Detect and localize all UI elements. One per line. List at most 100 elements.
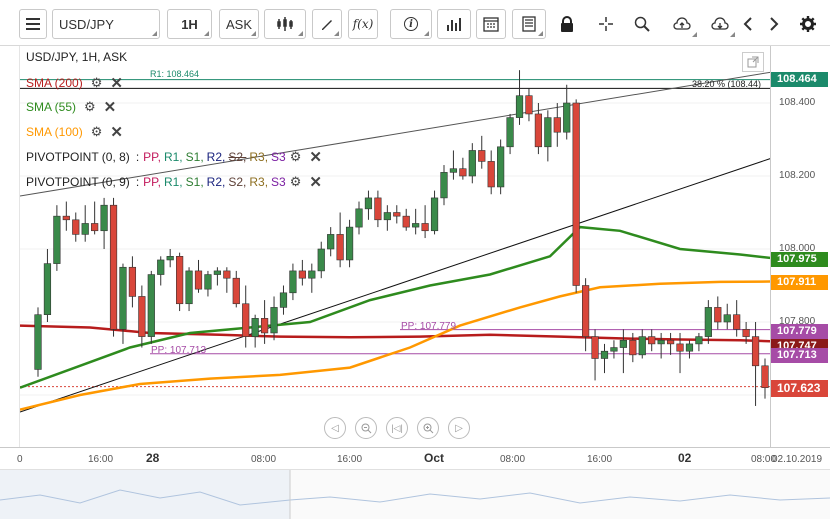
r1-annotation: R1: 108.464 xyxy=(150,69,200,79)
gear-icon[interactable]: ⚙ xyxy=(289,149,302,164)
sma55-label[interactable]: SMA (55) xyxy=(26,100,77,114)
r1-level: R1, xyxy=(163,175,183,189)
candle-body xyxy=(619,339,627,348)
candle-body xyxy=(147,274,155,337)
gear-icon[interactable]: ⚙ xyxy=(289,174,302,189)
dropdown-corner-icon xyxy=(424,31,429,36)
candle-body xyxy=(534,113,543,148)
time-tick: 08:00 xyxy=(500,454,526,465)
zoom-out-button[interactable] xyxy=(355,417,377,439)
candle-body xyxy=(695,336,703,345)
cloud-download-icon xyxy=(711,17,729,30)
dropdown-corner-icon xyxy=(251,31,256,36)
volume-button[interactable] xyxy=(437,9,471,39)
r2-level: R2, xyxy=(206,150,226,164)
candle-body xyxy=(610,347,618,352)
candle-body xyxy=(487,161,495,188)
gear-icon[interactable]: ⚙ xyxy=(84,99,96,114)
pp2-price-label: 107.713 xyxy=(771,348,828,363)
legend-pivot2: PIVOTPOINT (0, 9) : PP, R1, S1, R2, S2, … xyxy=(26,173,322,191)
chart-type-button[interactable] xyxy=(264,9,306,39)
close-icon[interactable]: ✕ xyxy=(103,99,117,116)
time-tick: 0 xyxy=(17,454,23,465)
candle-body xyxy=(591,336,599,359)
candle-body xyxy=(157,259,165,275)
candle-body xyxy=(91,223,99,232)
candle-body xyxy=(582,285,590,337)
timeframe-select[interactable]: 1H xyxy=(167,9,212,39)
candle-body xyxy=(553,117,561,133)
candle-body xyxy=(629,339,637,356)
time-tick: 08:00 xyxy=(251,454,277,465)
time-axis[interactable]: 0 16:00 28 08:00 16:00 Oct 08:00 16:00 0… xyxy=(0,447,830,469)
candle-body xyxy=(459,168,467,177)
close-icon[interactable]: ✕ xyxy=(309,149,322,166)
candle-body xyxy=(260,318,269,334)
pivot2-label[interactable]: PIVOTPOINT (0, 9) xyxy=(26,175,130,189)
menu-button[interactable] xyxy=(19,9,47,39)
sma100-label[interactable]: SMA (100) xyxy=(26,125,83,139)
candle-body xyxy=(393,212,401,217)
candle-body xyxy=(194,270,203,290)
candle-body xyxy=(100,204,108,232)
candle-body xyxy=(412,223,420,228)
navigator-chart xyxy=(0,470,830,519)
candle-body xyxy=(223,270,231,279)
legend-sma55: SMA (55) ⚙ ✕ xyxy=(26,98,116,116)
pan-right-button[interactable]: ▷ xyxy=(448,417,470,439)
pan-left-button[interactable]: ◁ xyxy=(324,417,346,439)
legend-sma200: SMA (200) ⚙ ✕ xyxy=(26,74,123,92)
symbol-select[interactable]: USD/JPY xyxy=(52,9,160,39)
gear-icon[interactable]: ⚙ xyxy=(90,124,103,139)
candle-body xyxy=(62,215,70,221)
lock-button[interactable] xyxy=(553,9,581,39)
indicators-button[interactable]: f(x) xyxy=(348,9,378,39)
scroll-right-button[interactable] xyxy=(764,9,784,39)
upload-button[interactable] xyxy=(665,9,699,39)
candle-body xyxy=(685,343,694,352)
settings-button[interactable] xyxy=(796,9,820,39)
drawing-tools-button[interactable] xyxy=(312,9,342,39)
close-icon[interactable]: ✕ xyxy=(110,75,123,92)
info-button[interactable]: i xyxy=(390,9,432,39)
candle-body xyxy=(714,307,722,323)
s2-level: S2, xyxy=(228,175,247,189)
close-icon[interactable]: ✕ xyxy=(309,174,322,191)
navigator-panel[interactable] xyxy=(0,469,830,519)
bar-chart-icon xyxy=(447,18,461,31)
price-chart[interactable] xyxy=(20,46,771,447)
template-button[interactable] xyxy=(512,9,546,39)
zoom-in-icon xyxy=(423,423,433,433)
pencil-icon xyxy=(322,20,332,30)
calendar-button[interactable] xyxy=(476,9,506,39)
maximize-button[interactable] xyxy=(742,52,764,72)
scroll-left-button[interactable] xyxy=(738,9,758,39)
price-axis[interactable]: 108.400 108.200 108.000 107.800 107.600 … xyxy=(771,46,830,447)
hamburger-icon xyxy=(26,18,40,30)
magnifier-icon xyxy=(634,16,650,32)
time-tick: 16:00 xyxy=(587,454,613,465)
candle-body xyxy=(355,208,363,228)
download-button[interactable] xyxy=(703,9,737,39)
price-type-select[interactable]: ASK xyxy=(219,9,259,39)
crosshair-button[interactable] xyxy=(592,9,620,39)
chart-canvas[interactable] xyxy=(19,46,771,447)
document-icon xyxy=(522,16,536,32)
candle-body xyxy=(176,256,184,305)
candle-body xyxy=(185,270,193,305)
zoom-button[interactable] xyxy=(628,9,656,39)
sma200-label[interactable]: SMA (200) xyxy=(26,76,83,90)
zoom-in-button[interactable] xyxy=(417,417,439,439)
s3-level: S3 xyxy=(271,175,286,189)
pivot1-label[interactable]: PIVOTPOINT (0, 8) xyxy=(26,150,130,164)
last-price-label: 107.623 xyxy=(771,380,828,397)
reset-zoom-button[interactable]: |◁| xyxy=(386,417,408,439)
candle-body xyxy=(317,248,325,272)
gear-icon[interactable]: ⚙ xyxy=(90,75,103,90)
candle-body xyxy=(345,226,354,261)
candle-body xyxy=(430,197,439,232)
sma200-line xyxy=(20,324,770,343)
close-icon[interactable]: ✕ xyxy=(110,124,123,141)
pp2-annotation: PP: 107.713 xyxy=(151,345,207,356)
time-tick: 02.10.2019 xyxy=(772,454,823,465)
